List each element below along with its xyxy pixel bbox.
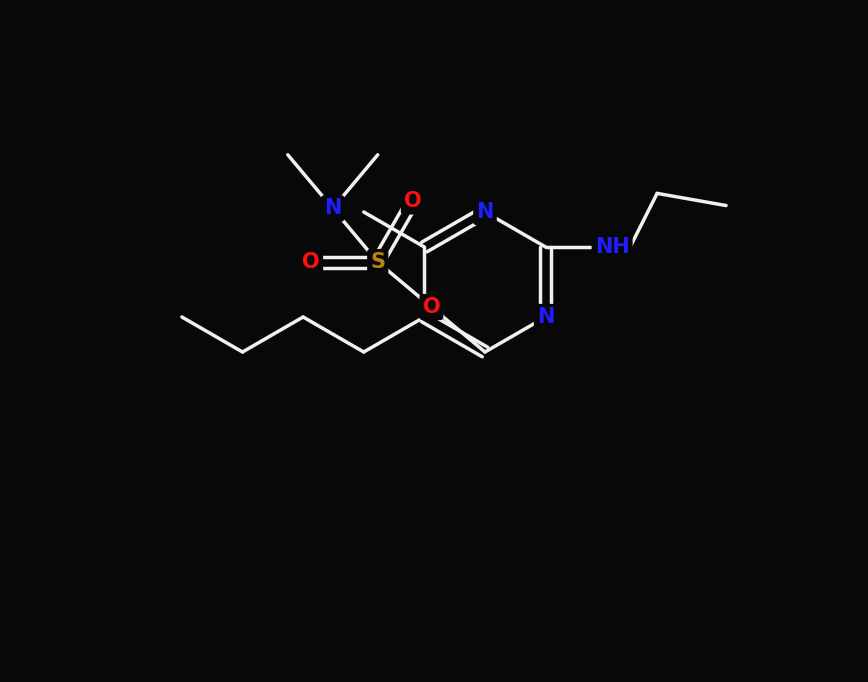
Text: N: N <box>324 198 341 218</box>
Text: NH: NH <box>595 237 629 257</box>
Text: O: O <box>404 192 422 211</box>
Text: O: O <box>302 252 320 272</box>
Text: N: N <box>477 202 494 222</box>
Text: S: S <box>371 252 385 272</box>
Text: N: N <box>537 307 555 327</box>
Text: O: O <box>423 297 440 317</box>
